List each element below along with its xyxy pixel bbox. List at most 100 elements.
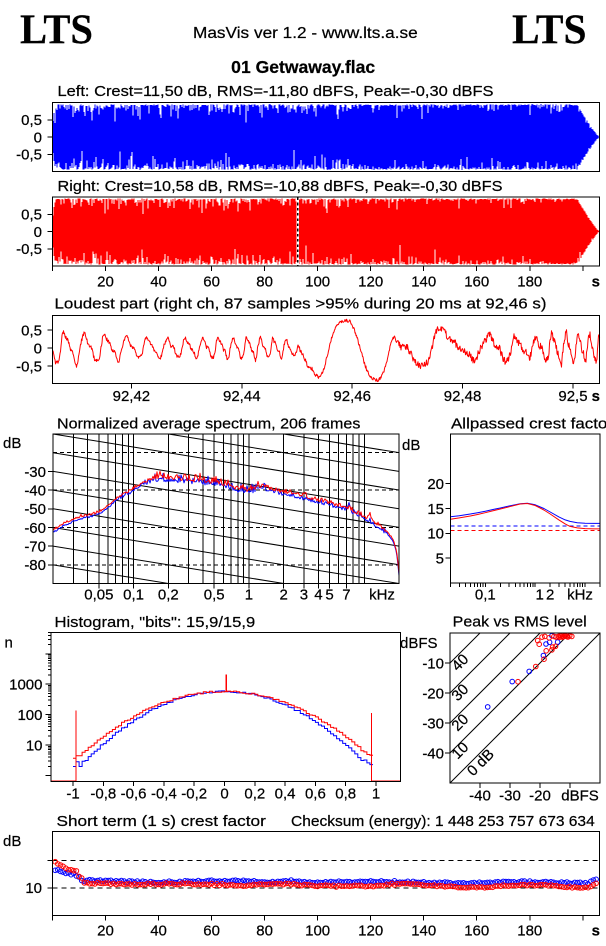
svg-text:7: 7	[342, 587, 350, 604]
svg-text:0,8: 0,8	[335, 786, 356, 803]
svg-text:10: 10	[26, 737, 43, 754]
svg-text:s: s	[592, 388, 600, 405]
svg-text:0,2: 0,2	[158, 587, 179, 604]
svg-text:1: 1	[245, 587, 253, 604]
svg-text:1: 1	[372, 786, 380, 803]
svg-text:-1: -1	[66, 786, 79, 803]
svg-text:-0,6: -0,6	[121, 786, 147, 803]
svg-text:LTS: LTS	[20, 7, 93, 54]
svg-text:-50: -50	[24, 501, 46, 518]
svg-text:80: 80	[256, 923, 273, 940]
svg-text:Normalized average spectrum, 2: Normalized average spectrum, 206 frames	[57, 416, 360, 433]
svg-text:0,1: 0,1	[475, 587, 496, 604]
svg-text:0,05: 0,05	[84, 587, 113, 604]
svg-text:0,5: 0,5	[21, 112, 42, 129]
svg-text:dBFS: dBFS	[400, 635, 438, 652]
svg-text:0,1: 0,1	[123, 587, 144, 604]
svg-text:120: 120	[358, 923, 383, 940]
svg-text:Checksum (energy): 1 448 253: Checksum (energy): 1 448 253 757 673 634	[291, 813, 595, 830]
svg-text:2: 2	[279, 587, 287, 604]
svg-text:-20: -20	[529, 788, 551, 805]
svg-text:0: 0	[34, 340, 42, 357]
svg-text:92,44: 92,44	[223, 388, 261, 405]
svg-text:Left: Crest=11,50 dB, RMS=-11,: Left: Crest=11,50 dB, RMS=-11,80 dBFS, P…	[58, 83, 494, 100]
svg-text:30: 30	[448, 681, 472, 705]
svg-text:10: 10	[25, 880, 42, 897]
svg-text:20: 20	[448, 711, 472, 735]
svg-text:40: 40	[150, 923, 167, 940]
svg-text:1000: 1000	[9, 677, 42, 694]
svg-text:20: 20	[97, 273, 114, 290]
svg-text:0,2: 0,2	[244, 786, 265, 803]
svg-text:60: 60	[203, 273, 220, 290]
svg-text:-0,2: -0,2	[181, 786, 207, 803]
svg-text:-0,5: -0,5	[16, 147, 42, 164]
svg-text:100: 100	[305, 273, 330, 290]
svg-text:Peak vs RMS level: Peak vs RMS level	[453, 614, 587, 631]
svg-text:160: 160	[464, 273, 489, 290]
svg-text:4: 4	[314, 587, 322, 604]
svg-text:60: 60	[203, 923, 220, 940]
svg-text:kHz: kHz	[369, 587, 395, 604]
svg-text:-40: -40	[24, 482, 46, 499]
svg-text:kHz: kHz	[567, 587, 593, 604]
svg-text:5: 5	[436, 551, 444, 568]
svg-text:40: 40	[150, 273, 167, 290]
svg-text:-0,5: -0,5	[16, 359, 42, 376]
svg-text:10: 10	[427, 526, 444, 543]
svg-text:0: 0	[34, 224, 42, 241]
svg-text:s: s	[592, 923, 600, 940]
svg-text:2: 2	[546, 587, 554, 604]
svg-text:92,5: 92,5	[558, 388, 587, 405]
svg-text:dB: dB	[402, 437, 420, 454]
svg-text:MasVis ver 1.2 - www.lts.a.se: MasVis ver 1.2 - www.lts.a.se	[193, 25, 418, 42]
svg-text:0: 0	[34, 129, 42, 146]
svg-text:-30: -30	[422, 715, 444, 732]
svg-text:-10: -10	[422, 655, 444, 672]
svg-text:1: 1	[535, 587, 543, 604]
svg-text:-40: -40	[469, 788, 491, 805]
svg-text:100: 100	[305, 923, 330, 940]
svg-text:0,5: 0,5	[21, 322, 42, 339]
svg-text:n: n	[5, 635, 13, 652]
svg-text:-40: -40	[422, 745, 444, 762]
svg-text:01 Getwaway.flac: 01 Getwaway.flac	[231, 57, 375, 77]
svg-text:Short term (1 s) crest factor: Short term (1 s) crest factor	[57, 813, 266, 830]
svg-text:10: 10	[448, 739, 472, 763]
svg-text:Allpassed crest factor: Allpassed crest factor	[451, 416, 606, 433]
svg-text:3: 3	[300, 587, 308, 604]
svg-text:5: 5	[325, 587, 333, 604]
svg-text:-0,5: -0,5	[16, 241, 42, 258]
svg-text:0,5: 0,5	[204, 587, 225, 604]
svg-text:-0,4: -0,4	[151, 786, 177, 803]
svg-text:20: 20	[427, 476, 444, 493]
svg-text:92,48: 92,48	[444, 388, 482, 405]
svg-text:-0,8: -0,8	[90, 786, 116, 803]
svg-text:80: 80	[256, 273, 273, 290]
svg-text:Loudest part (right ch, 87 sam: Loudest part (right ch, 87 samples >95% …	[55, 296, 547, 313]
svg-text:dBFS: dBFS	[561, 788, 599, 805]
svg-text:180: 180	[517, 273, 542, 290]
svg-text:Right: Crest=10,58 dB, RMS=-10: Right: Crest=10,58 dB, RMS=-10,88 dBFS, …	[58, 178, 503, 195]
svg-text:100: 100	[17, 707, 42, 724]
svg-text:160: 160	[464, 923, 489, 940]
svg-text:0,6: 0,6	[305, 786, 326, 803]
svg-text:-30: -30	[499, 788, 521, 805]
svg-text:140: 140	[411, 923, 436, 940]
svg-text:40: 40	[448, 651, 472, 675]
svg-text:0: 0	[220, 786, 228, 803]
svg-text:15: 15	[427, 501, 444, 518]
svg-text:20: 20	[97, 923, 114, 940]
svg-text:0,5: 0,5	[21, 207, 42, 224]
svg-text:92,46: 92,46	[333, 388, 371, 405]
svg-text:180: 180	[517, 923, 542, 940]
svg-text:-20: -20	[422, 685, 444, 702]
svg-text:140: 140	[411, 273, 436, 290]
svg-text:dB: dB	[3, 435, 21, 452]
svg-text:s: s	[592, 273, 600, 290]
svg-text:0,4: 0,4	[275, 786, 296, 803]
svg-text:dB: dB	[3, 833, 21, 850]
svg-text:-30: -30	[24, 464, 46, 481]
svg-text:-80: -80	[24, 557, 46, 574]
svg-text:Histogram, "bits": 15,9/15,9: Histogram, "bits": 15,9/15,9	[55, 614, 256, 631]
